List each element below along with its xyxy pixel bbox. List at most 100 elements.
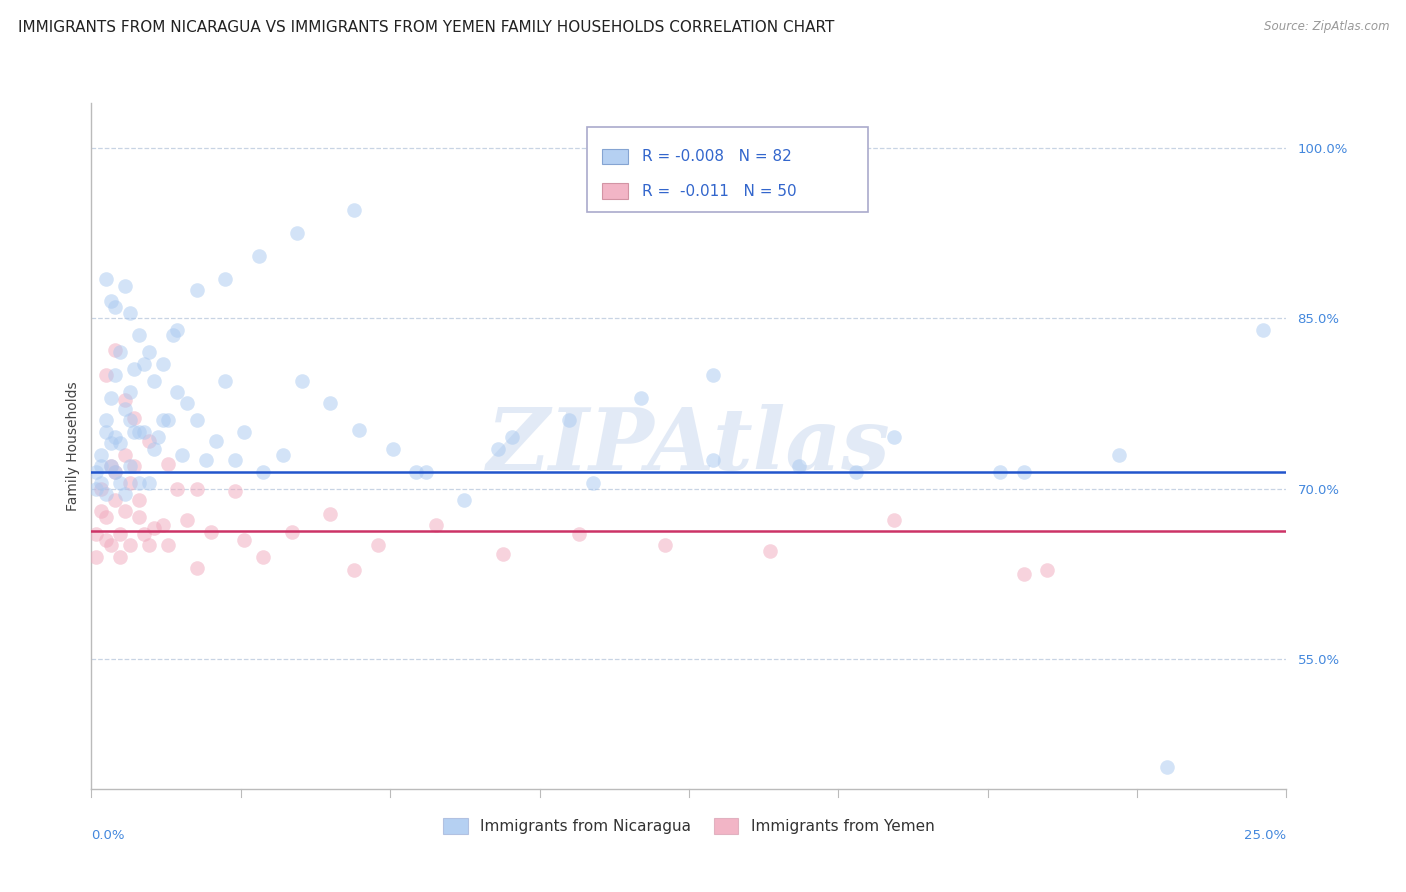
- Point: [1108, 448, 1130, 462]
- Point: [100, 458, 122, 473]
- Point: [124, 362, 146, 376]
- Point: [654, 538, 676, 552]
- Text: R =  -0.011   N = 50: R = -0.011 N = 50: [643, 184, 797, 199]
- Point: [94, 425, 117, 439]
- Text: 0.0%: 0.0%: [91, 830, 125, 842]
- Point: [558, 413, 581, 427]
- Point: [252, 549, 274, 564]
- Point: [118, 385, 141, 400]
- Point: [100, 538, 122, 552]
- Point: [453, 492, 475, 507]
- Point: [108, 527, 131, 541]
- Point: [285, 226, 308, 240]
- Point: [100, 458, 122, 473]
- Point: [118, 458, 141, 473]
- Point: [108, 436, 131, 450]
- Point: [204, 434, 226, 448]
- Point: [166, 482, 188, 496]
- Point: [152, 413, 174, 427]
- Point: [104, 465, 127, 479]
- Point: [186, 283, 208, 297]
- Point: [582, 475, 605, 490]
- Point: [224, 453, 246, 467]
- Point: [702, 368, 724, 382]
- Point: [186, 561, 208, 575]
- Point: [186, 413, 208, 427]
- Point: [104, 430, 127, 444]
- Point: [138, 475, 160, 490]
- Point: [118, 538, 141, 552]
- Point: [845, 465, 868, 479]
- Point: [142, 374, 165, 388]
- Point: [759, 544, 782, 558]
- Point: [118, 475, 141, 490]
- Point: [132, 357, 155, 371]
- Point: [104, 368, 127, 382]
- Point: [90, 504, 112, 518]
- Point: [104, 300, 127, 314]
- Text: IMMIGRANTS FROM NICARAGUA VS IMMIGRANTS FROM YEMEN FAMILY HOUSEHOLDS CORRELATION: IMMIGRANTS FROM NICARAGUA VS IMMIGRANTS …: [18, 20, 835, 35]
- Point: [94, 368, 117, 382]
- Point: [1251, 323, 1274, 337]
- Point: [94, 413, 117, 427]
- Point: [1036, 563, 1059, 577]
- Point: [148, 430, 170, 444]
- Point: [787, 458, 810, 473]
- Point: [94, 487, 117, 501]
- Point: [702, 453, 724, 467]
- Point: [152, 517, 174, 532]
- FancyBboxPatch shape: [602, 149, 628, 164]
- Point: [319, 396, 342, 410]
- Point: [84, 549, 107, 564]
- Point: [114, 487, 136, 501]
- Point: [214, 374, 236, 388]
- Text: Source: ZipAtlas.com: Source: ZipAtlas.com: [1264, 20, 1389, 33]
- Point: [343, 203, 366, 218]
- Y-axis label: Family Households: Family Households: [66, 381, 80, 511]
- Point: [883, 513, 905, 527]
- Point: [291, 374, 314, 388]
- Point: [224, 483, 246, 498]
- Point: [128, 328, 150, 343]
- Point: [162, 328, 184, 343]
- Point: [114, 504, 136, 518]
- Point: [124, 458, 146, 473]
- Point: [233, 425, 256, 439]
- Point: [100, 391, 122, 405]
- Point: [100, 294, 122, 309]
- Point: [108, 475, 131, 490]
- Point: [132, 527, 155, 541]
- Point: [233, 533, 256, 547]
- Point: [132, 425, 155, 439]
- Point: [166, 385, 188, 400]
- Point: [94, 533, 117, 547]
- Point: [124, 411, 146, 425]
- Legend: Immigrants from Nicaragua, Immigrants from Yemen: Immigrants from Nicaragua, Immigrants fr…: [437, 812, 941, 840]
- Point: [486, 442, 509, 456]
- Point: [176, 513, 198, 527]
- Point: [172, 448, 194, 462]
- Point: [118, 413, 141, 427]
- Point: [988, 465, 1011, 479]
- FancyBboxPatch shape: [602, 184, 628, 199]
- Point: [252, 465, 274, 479]
- Point: [347, 423, 370, 437]
- Point: [415, 465, 437, 479]
- Point: [138, 538, 160, 552]
- Point: [124, 425, 146, 439]
- Point: [630, 391, 652, 405]
- Point: [501, 430, 523, 444]
- Point: [247, 249, 270, 263]
- Point: [343, 563, 366, 577]
- Point: [94, 271, 117, 285]
- Point: [152, 357, 174, 371]
- Point: [367, 538, 389, 552]
- Point: [214, 271, 236, 285]
- FancyBboxPatch shape: [588, 127, 868, 212]
- Point: [405, 465, 427, 479]
- Point: [200, 524, 222, 539]
- Point: [84, 465, 107, 479]
- Point: [108, 345, 131, 359]
- Point: [1012, 465, 1035, 479]
- Point: [319, 507, 342, 521]
